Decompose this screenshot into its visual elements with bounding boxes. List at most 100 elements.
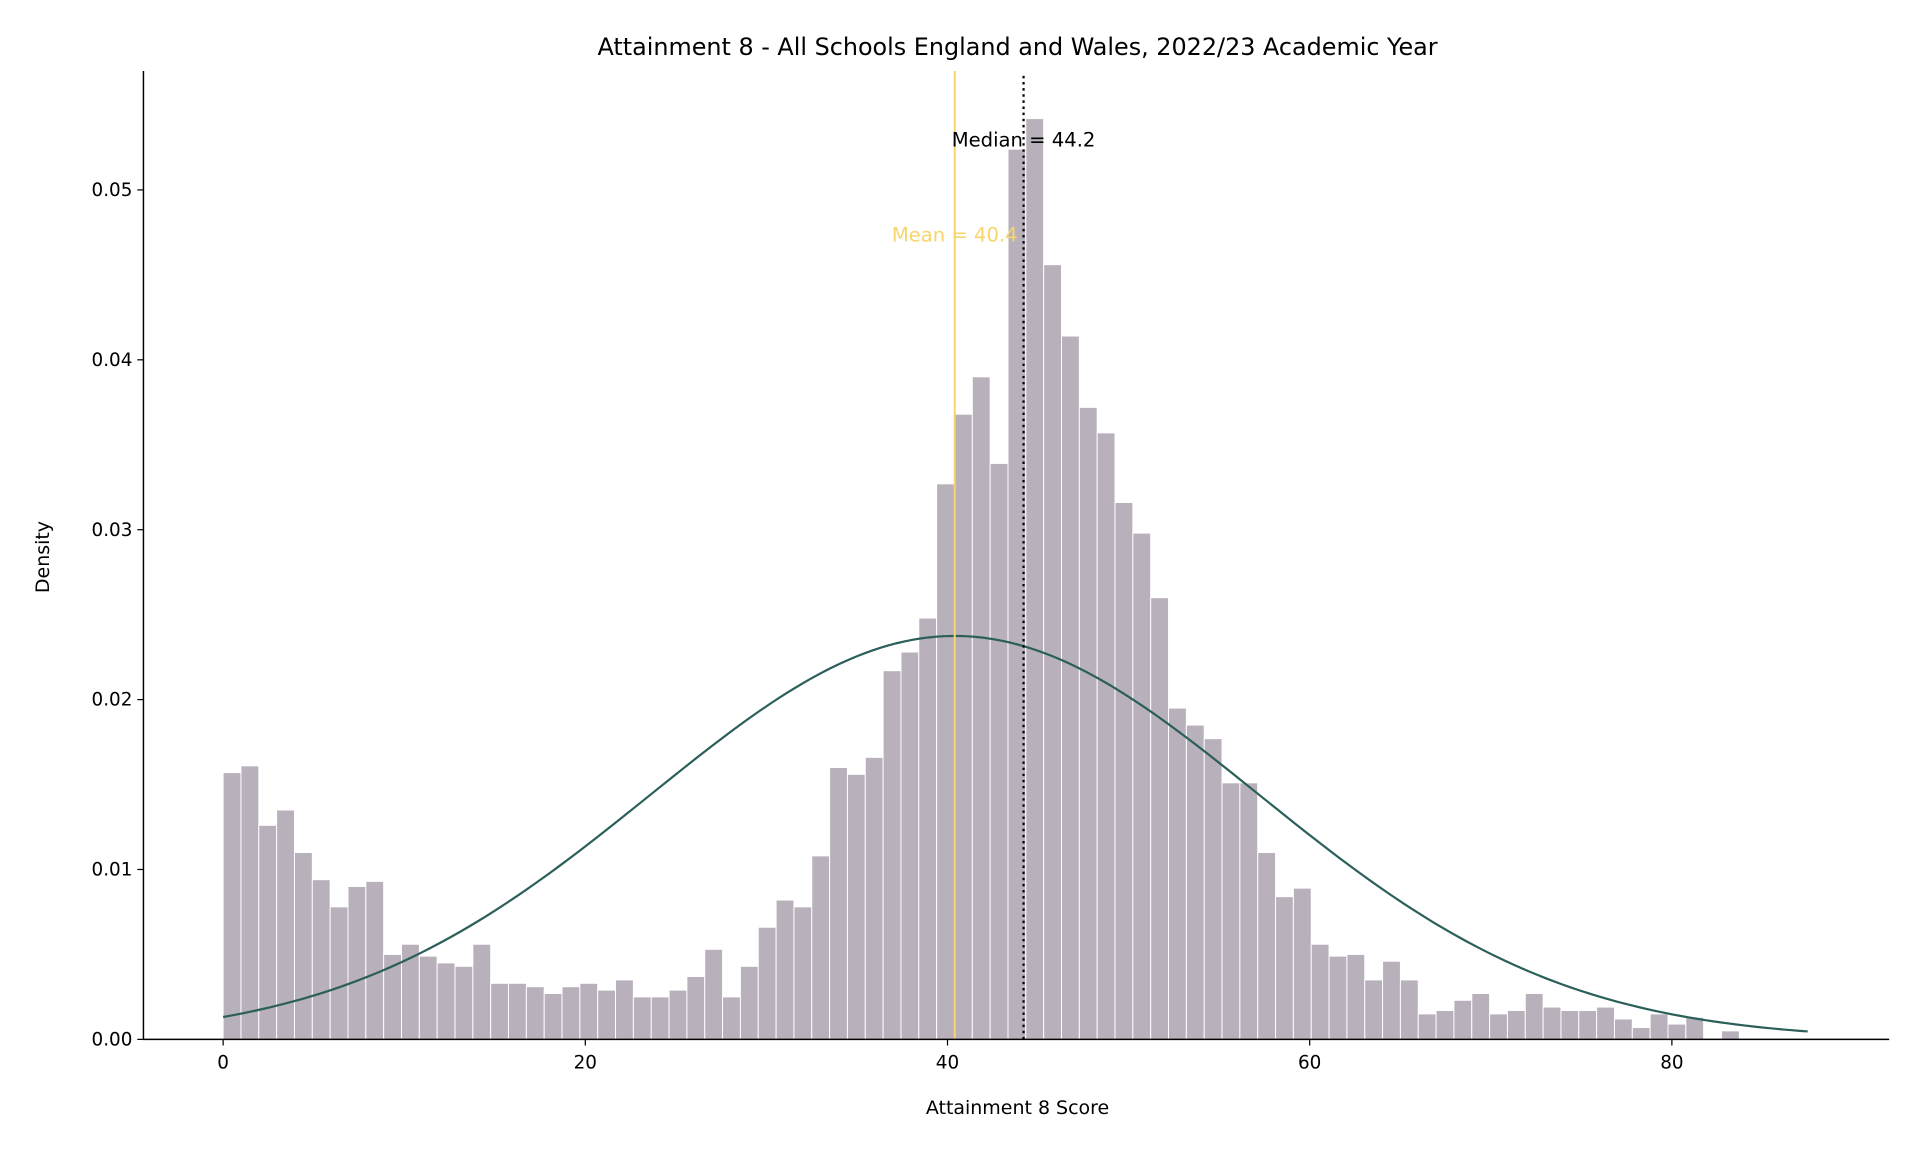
x-tick-label: 80 (1660, 1053, 1683, 1074)
y-tick-label: 0.03 (92, 520, 133, 541)
histogram-bar (1471, 993, 1491, 1040)
histogram-bar (829, 767, 848, 1040)
histogram-bar (1613, 1018, 1633, 1040)
histogram-bar (329, 906, 349, 1040)
histogram-bar (811, 855, 831, 1040)
histogram-bar (1025, 118, 1045, 1040)
histogram-bar (757, 926, 777, 1040)
histogram-bars (222, 118, 1740, 1040)
y-tick-label: 0.02 (92, 690, 133, 711)
y-axis-label: Density (32, 521, 54, 593)
histogram-bar (900, 651, 920, 1040)
y-axis-ticks: 0.00 0.01 0.02 0.03 0.04 0.05 (92, 180, 144, 1050)
histogram-bar (454, 965, 474, 1040)
histogram-bar (1721, 1030, 1740, 1040)
histogram-bar (1435, 1010, 1455, 1040)
x-tick-label: 20 (574, 1053, 597, 1074)
histogram-bar (936, 483, 955, 1040)
histogram-bar (1524, 993, 1544, 1040)
histogram-bar (793, 906, 813, 1040)
histogram-bar (1631, 1026, 1651, 1040)
x-axis-ticks: 0 20 40 60 80 (217, 1039, 1684, 1074)
histogram-bar (1168, 707, 1187, 1040)
x-tick-label: 40 (936, 1053, 959, 1074)
histogram-bar (1292, 887, 1312, 1040)
histogram-bar (1132, 532, 1152, 1040)
histogram-bar (686, 976, 706, 1040)
histogram-bar (668, 989, 688, 1040)
histogram-bar (365, 880, 385, 1040)
mean-label: Mean = 40.4 (892, 223, 1018, 246)
histogram-bar (1560, 1010, 1580, 1040)
histogram-bar (1578, 1010, 1598, 1040)
y-tick-label: 0.00 (92, 1029, 133, 1050)
histogram-bar (989, 462, 1009, 1040)
histogram-bar (1221, 782, 1241, 1040)
histogram-bar (864, 756, 884, 1040)
histogram-bar (561, 986, 581, 1040)
histogram-bar (543, 993, 563, 1040)
histogram-bar (650, 996, 670, 1040)
y-tick-label: 0.04 (92, 350, 133, 371)
histogram-bar (882, 670, 902, 1040)
histogram-bar (775, 899, 795, 1040)
histogram-bar (579, 982, 599, 1040)
histogram-bar (722, 996, 741, 1040)
histogram-bar (311, 879, 331, 1040)
histogram-bar (1417, 1013, 1437, 1040)
histogram-bar (1542, 1006, 1562, 1040)
histogram-bar (1239, 782, 1259, 1040)
histogram-bar (436, 962, 456, 1040)
histogram-bar (1685, 1016, 1705, 1040)
histogram-bar (1667, 1023, 1687, 1040)
histogram-bar (240, 765, 260, 1040)
median-label: Median = 44.2 (952, 128, 1096, 151)
histogram-bar (1649, 1013, 1669, 1040)
histogram-bar (418, 955, 438, 1040)
histogram-bar (846, 773, 866, 1040)
x-tick-label: 60 (1298, 1053, 1321, 1074)
histogram-bar (1257, 852, 1277, 1040)
histogram-bar (1203, 738, 1223, 1040)
histogram-bar (1328, 955, 1348, 1040)
histogram-bar (1596, 1006, 1615, 1040)
histogram-bar (1346, 953, 1366, 1040)
histogram-bar (1310, 943, 1330, 1040)
histogram-bar (1096, 432, 1116, 1040)
histogram-bar (597, 989, 617, 1040)
histogram-bar (1399, 979, 1419, 1040)
histogram-bar (347, 885, 367, 1040)
x-axis-label: Attainment 8 Score (926, 1097, 1109, 1119)
y-tick-label: 0.05 (92, 180, 133, 201)
histogram-bar (1061, 335, 1080, 1040)
y-tick-label: 0.01 (92, 860, 133, 881)
histogram-bar (1364, 979, 1384, 1040)
histogram-bar (490, 982, 510, 1040)
histogram-bar (508, 982, 527, 1040)
histogram-bar (615, 979, 634, 1040)
histogram-bar (953, 413, 973, 1040)
histogram-bar (1506, 1010, 1526, 1040)
histogram-bar (1114, 502, 1134, 1040)
histogram-bar (1078, 406, 1098, 1040)
x-tick-label: 0 (217, 1053, 229, 1074)
chart-title: Attainment 8 - All Schools England and W… (597, 33, 1437, 61)
histogram-bar (525, 986, 545, 1040)
histogram-bar (472, 943, 492, 1040)
histogram-bar (918, 617, 938, 1040)
histogram-bar (1185, 724, 1205, 1040)
histogram-bar (739, 965, 759, 1040)
normal-fit-curve (222, 634, 1808, 1033)
histogram-bar (1043, 264, 1062, 1040)
histogram-bar (632, 996, 652, 1040)
histogram-bar (1453, 999, 1473, 1040)
histogram-bar (1382, 960, 1401, 1040)
histogram-bar (1275, 896, 1294, 1040)
histogram-bar (222, 772, 242, 1040)
histogram-bar (1007, 148, 1027, 1040)
histogram-bar (704, 948, 724, 1040)
histogram-bar (1489, 1013, 1508, 1040)
histogram-bar (971, 376, 991, 1040)
histogram-bar (293, 852, 313, 1040)
